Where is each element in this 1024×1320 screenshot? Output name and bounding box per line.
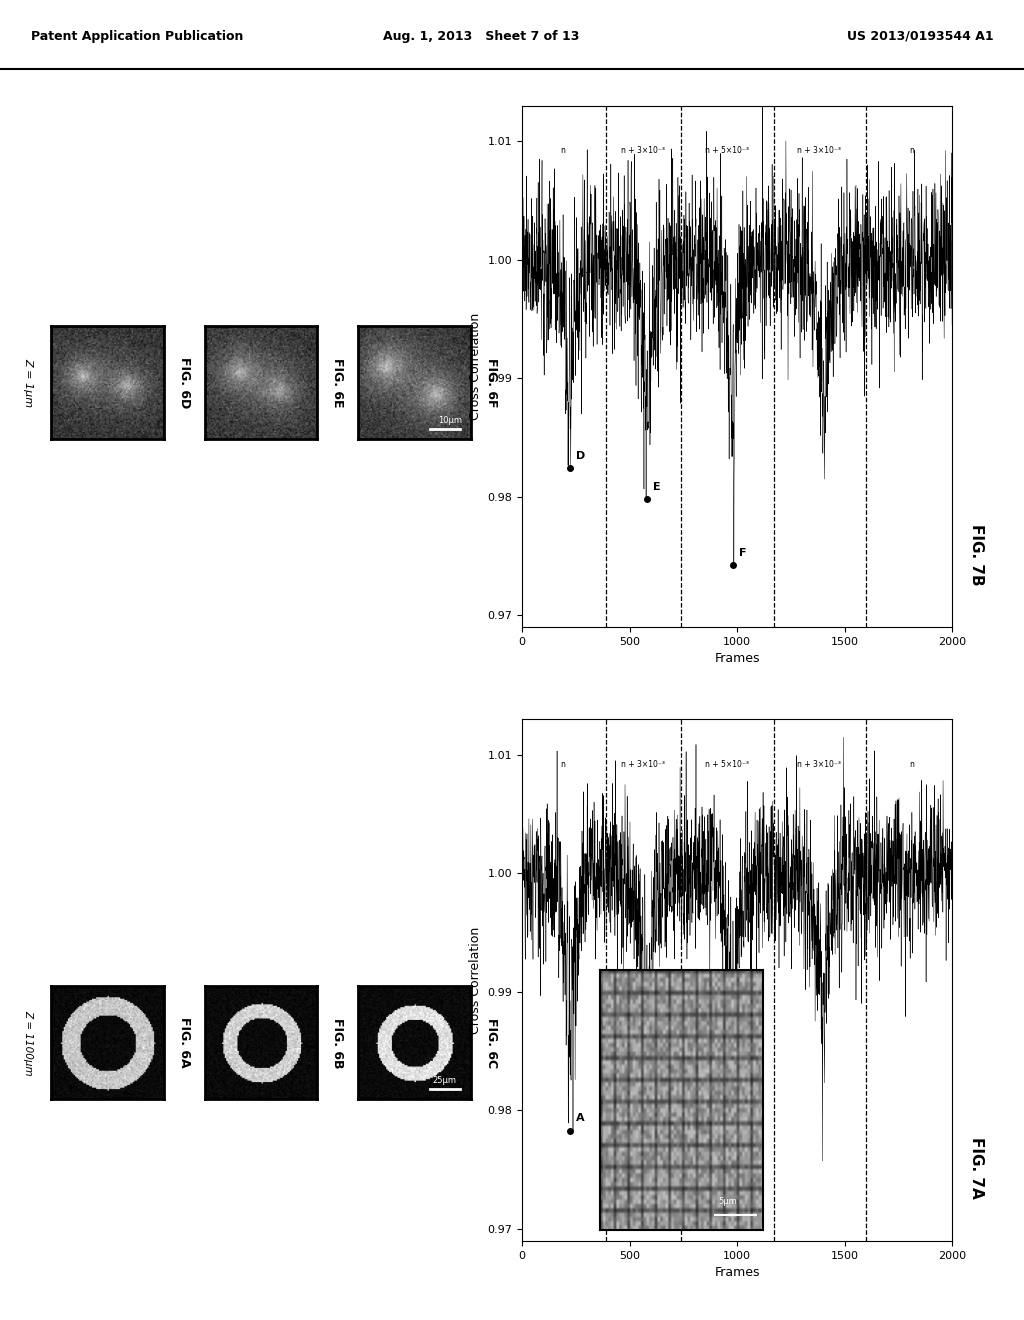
Text: F: F <box>739 548 746 558</box>
Text: FIG. 6C: FIG. 6C <box>485 1018 498 1068</box>
Text: n: n <box>909 147 913 156</box>
Text: n + 5×10⁻³: n + 5×10⁻³ <box>705 760 749 770</box>
Y-axis label: Cross Correlation: Cross Correlation <box>469 313 482 420</box>
Text: E: E <box>653 482 662 492</box>
Text: n + 3×10⁻³: n + 3×10⁻³ <box>797 760 841 770</box>
Y-axis label: Cross Correlation: Cross Correlation <box>469 927 482 1034</box>
Text: C: C <box>739 1117 748 1126</box>
Text: US 2013/0193544 A1: US 2013/0193544 A1 <box>847 30 993 42</box>
Text: FIG. 6B: FIG. 6B <box>332 1018 344 1068</box>
Text: n + 3×10⁻³: n + 3×10⁻³ <box>797 147 841 156</box>
Text: B: B <box>653 1110 662 1121</box>
Text: n: n <box>909 760 913 770</box>
Text: 25μm: 25μm <box>432 1076 457 1085</box>
Text: Patent Application Publication: Patent Application Publication <box>31 30 243 42</box>
Text: FIG. 6F: FIG. 6F <box>485 358 498 408</box>
Text: D: D <box>575 451 586 461</box>
Text: 10μm: 10μm <box>438 416 462 425</box>
Text: Aug. 1, 2013   Sheet 7 of 13: Aug. 1, 2013 Sheet 7 of 13 <box>383 30 580 42</box>
Text: Z = 1100μm: Z = 1100μm <box>24 1010 33 1076</box>
X-axis label: Frames: Frames <box>715 652 760 665</box>
Text: FIG. 7B: FIG. 7B <box>970 524 984 585</box>
Text: n: n <box>561 147 565 156</box>
Text: n + 5×10⁻³: n + 5×10⁻³ <box>705 147 749 156</box>
Text: n + 3×10⁻³: n + 3×10⁻³ <box>621 760 665 770</box>
Text: FIG. 6A: FIG. 6A <box>178 1018 190 1068</box>
Text: Z = 1μm: Z = 1μm <box>24 358 33 408</box>
Text: FIG. 6D: FIG. 6D <box>178 358 190 408</box>
Text: FIG. 7A: FIG. 7A <box>970 1138 984 1199</box>
Text: n + 3×10⁻³: n + 3×10⁻³ <box>621 147 665 156</box>
Text: n: n <box>561 760 565 770</box>
Text: A: A <box>575 1113 585 1123</box>
Text: FIG. 6E: FIG. 6E <box>332 358 344 408</box>
X-axis label: Frames: Frames <box>715 1266 760 1279</box>
